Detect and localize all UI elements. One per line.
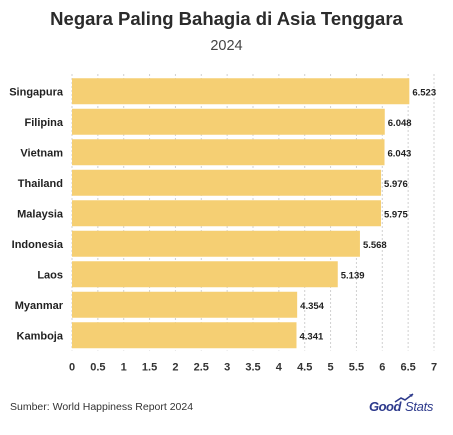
chart-title: Negara Paling Bahagia di Asia Tenggara bbox=[50, 8, 403, 29]
x-tick-label-5: 2.5 bbox=[194, 362, 209, 374]
source-note: Sumber: World Happiness Report 2024 bbox=[10, 401, 194, 413]
x-tick-label-13: 6.5 bbox=[400, 362, 415, 374]
value-label-filipina: 6.048 bbox=[388, 118, 412, 129]
category-label-kamboja: Kamboja bbox=[17, 330, 64, 342]
logo-text-good: Good bbox=[369, 399, 401, 414]
bars bbox=[72, 78, 410, 349]
bar-myanmar bbox=[72, 291, 298, 318]
category-label-laos: Laos bbox=[37, 269, 63, 281]
logo-text-stats: Stats bbox=[405, 399, 434, 414]
category-label-singapura: Singapura bbox=[9, 86, 64, 98]
category-labels: Singapura Filipina Vietnam Thailand Malaysia… bbox=[9, 86, 64, 342]
value-label-myanmar: 4.354 bbox=[300, 301, 324, 312]
bar-kamboja bbox=[72, 322, 297, 349]
x-tick-label-12: 6 bbox=[379, 362, 385, 374]
x-tick-label-0: 0 bbox=[69, 362, 75, 374]
category-label-filipina: Filipina bbox=[25, 117, 64, 129]
x-tick-label-7: 3.5 bbox=[245, 362, 260, 374]
x-tick-label-14: 7 bbox=[431, 362, 437, 374]
value-label-malaysia: 5.975 bbox=[384, 209, 408, 220]
x-tick-label-6: 3 bbox=[224, 362, 230, 374]
value-label-thailand: 5.976 bbox=[384, 179, 408, 190]
x-axis-ticks: 0 0.5 1 1.5 2 2.5 3 3.5 4 4.5 5 5.5 6 6.5 7 bbox=[69, 362, 437, 374]
x-tick-label-3: 1.5 bbox=[142, 362, 157, 374]
bar-vietnam bbox=[72, 139, 385, 166]
logo-arrow-icon bbox=[394, 393, 414, 403]
x-tick-label-8: 4 bbox=[276, 362, 283, 374]
x-tick-label-1: 0.5 bbox=[90, 362, 105, 374]
value-label-singapura: 6.523 bbox=[412, 87, 436, 98]
x-tick-label-9: 4.5 bbox=[297, 362, 312, 374]
category-label-indonesia: Indonesia bbox=[12, 239, 64, 251]
category-label-myanmar: Myanmar bbox=[15, 300, 64, 312]
bar-filipina bbox=[72, 108, 385, 135]
bar-malaysia bbox=[72, 200, 381, 227]
x-tick-label-4: 2 bbox=[172, 362, 178, 374]
value-label-indonesia: 5.568 bbox=[363, 240, 387, 251]
chart-subtitle: 2024 bbox=[210, 38, 243, 54]
goodstats-logo: Good Stats bbox=[369, 393, 441, 417]
x-tick-label-10: 5 bbox=[328, 362, 334, 374]
bar-singapura bbox=[72, 78, 410, 105]
category-label-thailand: Thailand bbox=[18, 178, 63, 190]
x-tick-label-11: 5.5 bbox=[349, 362, 364, 374]
category-label-malaysia: Malaysia bbox=[17, 208, 64, 220]
value-label-laos: 5.139 bbox=[341, 270, 365, 281]
value-label-vietnam: 6.043 bbox=[388, 148, 412, 159]
bar-indonesia bbox=[72, 230, 360, 257]
x-tick-label-2: 1 bbox=[121, 362, 127, 374]
bar-laos bbox=[72, 261, 338, 288]
value-label-kamboja: 4.341 bbox=[299, 331, 323, 342]
bar-thailand bbox=[72, 169, 382, 196]
category-label-vietnam: Vietnam bbox=[20, 147, 63, 159]
value-labels: 6.523 6.048 6.043 5.976 5.975 5.568 5.139 4.354… bbox=[299, 87, 436, 342]
